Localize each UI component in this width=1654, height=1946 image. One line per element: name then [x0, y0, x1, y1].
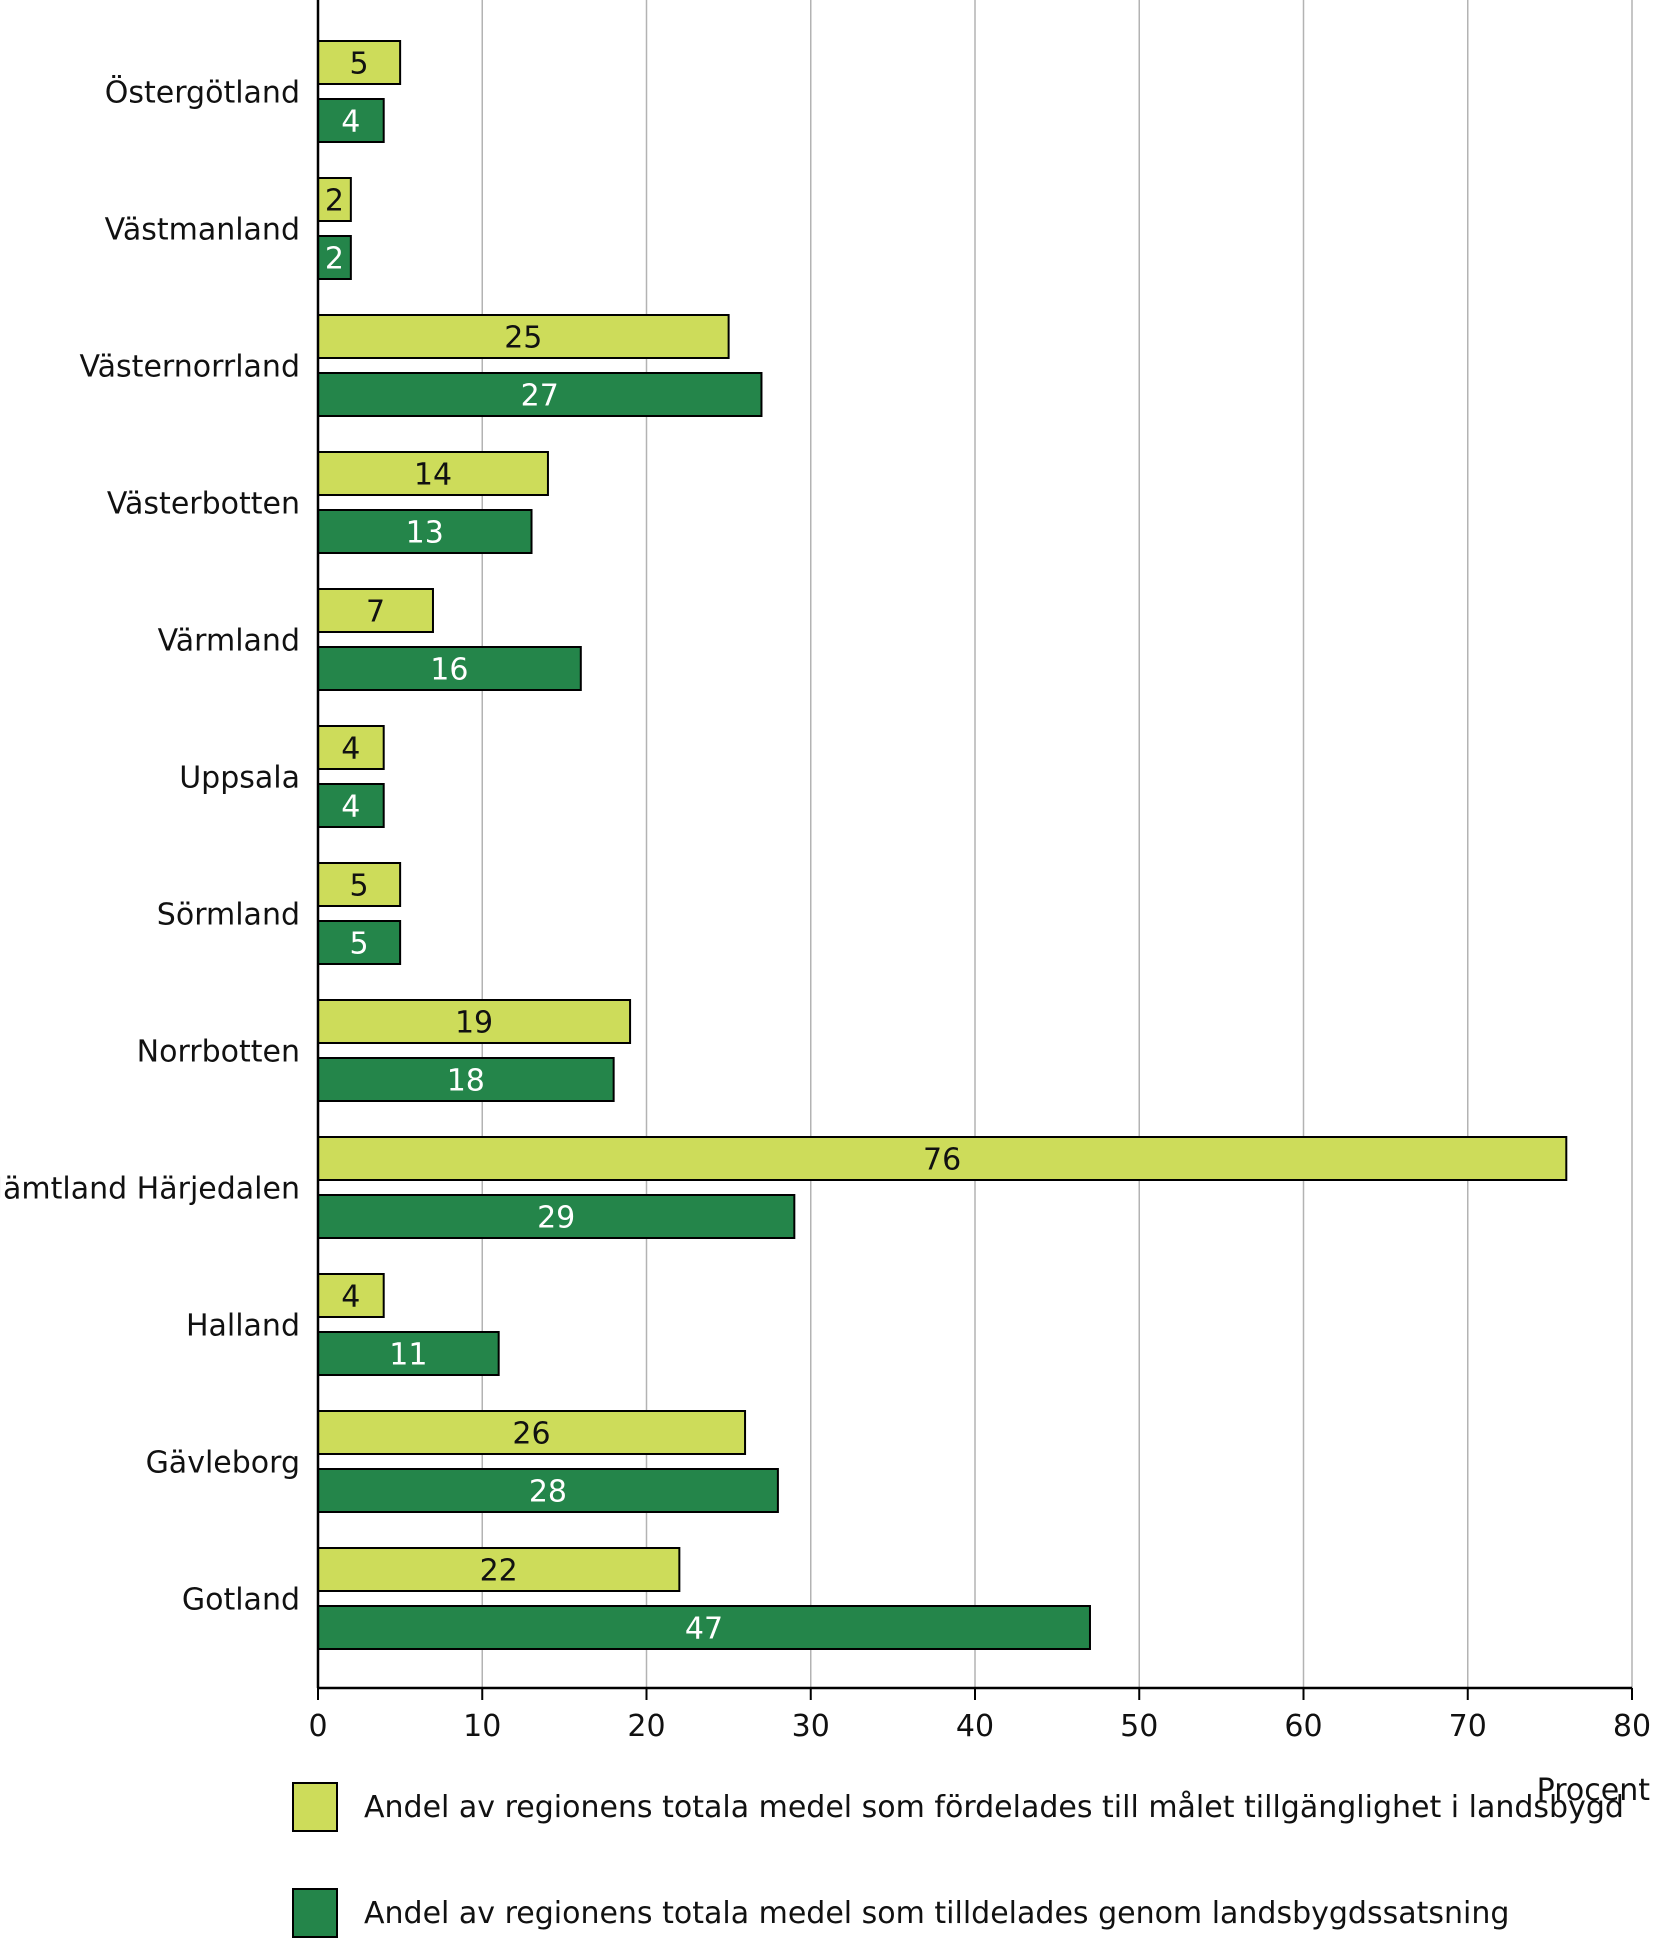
data-label-series-2: 4	[341, 105, 360, 140]
data-label-series-1: 2	[325, 184, 344, 219]
category-label: Västerbotten	[107, 487, 300, 522]
bar-series-1	[317, 177, 352, 222]
data-label-series-2: 5	[350, 927, 369, 962]
category-label: Värmland	[158, 624, 300, 659]
bar-series-1	[317, 451, 549, 496]
bar-series-2	[317, 98, 385, 143]
data-label-series-2: 27	[521, 379, 559, 414]
x-tick-label: 70	[1449, 1709, 1487, 1744]
x-tick-label: 50	[1120, 1709, 1158, 1744]
category-label: Jämtland Härjedalen	[0, 1172, 300, 1207]
bar-series-2	[317, 1468, 779, 1513]
bar-series-1	[317, 588, 434, 633]
x-tick-label: 0	[308, 1709, 327, 1744]
bar-series-2	[317, 783, 385, 828]
data-label-series-1: 22	[480, 1554, 518, 1589]
category-label: Gotland	[182, 1583, 300, 1618]
bar-series-2	[317, 1194, 796, 1239]
data-label-series-1: 4	[341, 1280, 360, 1315]
bar-series-2	[317, 509, 533, 554]
bar-series-2	[317, 1605, 1091, 1650]
data-label-series-1: 25	[504, 321, 542, 356]
x-tick-label: 20	[627, 1709, 665, 1744]
bar-series-1	[317, 999, 632, 1044]
data-label-series-2: 28	[529, 1475, 567, 1510]
bar-series-2	[317, 372, 763, 417]
data-label-series-2: 2	[325, 242, 344, 277]
bar-series-1	[317, 1547, 681, 1592]
data-label-series-1: 14	[414, 458, 452, 493]
data-label-series-2: 11	[389, 1338, 427, 1373]
data-label-series-2: 29	[537, 1201, 575, 1236]
bar-series-1	[317, 314, 730, 359]
bar-series-2	[317, 235, 352, 280]
data-label-series-1: 7	[366, 595, 385, 630]
data-label-series-2: 16	[430, 653, 468, 688]
x-tick-label: 60	[1284, 1709, 1322, 1744]
x-tick-label: 40	[956, 1709, 994, 1744]
data-label-series-1: 4	[341, 732, 360, 767]
legend-item-series-2: Andel av regionens totala medel som till…	[292, 1888, 1632, 1944]
bar-series-1	[317, 1273, 385, 1318]
x-tick-label: 10	[463, 1709, 501, 1744]
category-label: Västernorrland	[79, 350, 300, 385]
legend-item-series-1: Andel av regionens totala medel som förd…	[292, 1782, 1632, 1838]
data-label-series-2: 4	[341, 790, 360, 825]
category-label: Norrbotten	[137, 1035, 300, 1070]
data-label-series-1: 19	[455, 1006, 493, 1041]
data-label-series-2: 47	[685, 1612, 723, 1647]
data-label-series-2: 13	[406, 516, 444, 551]
legend-swatch-series-2	[292, 1888, 338, 1938]
bar-series-2	[317, 646, 582, 691]
data-label-series-1: 76	[923, 1143, 961, 1178]
data-label-series-1: 5	[350, 47, 369, 82]
category-label: Sörmland	[157, 898, 300, 933]
category-label: Gävleborg	[146, 1446, 300, 1481]
data-label-series-2: 18	[447, 1064, 485, 1099]
legend-label-series-2: Andel av regionens totala medel som till…	[364, 1896, 1510, 1931]
bar-series-2	[317, 1057, 615, 1102]
bar-series-1	[317, 725, 385, 770]
category-label: Uppsala	[179, 761, 300, 796]
bar-series-1	[317, 1410, 747, 1455]
bar-series-1	[317, 1136, 1568, 1181]
category-label: Östergötland	[105, 75, 300, 111]
legend-swatch-series-1	[292, 1782, 338, 1832]
x-tick-label: 80	[1613, 1709, 1651, 1744]
category-label: Västmanland	[105, 213, 300, 248]
x-tick-label: 30	[792, 1709, 830, 1744]
data-label-series-1: 26	[512, 1417, 550, 1452]
legend-label-series-1: Andel av regionens totala medel som förd…	[364, 1790, 1624, 1825]
category-label: Halland	[186, 1309, 300, 1344]
x-axis-label: Procent	[1537, 1773, 1651, 1808]
data-label-series-1: 5	[350, 869, 369, 904]
bar-series-2	[317, 920, 402, 965]
